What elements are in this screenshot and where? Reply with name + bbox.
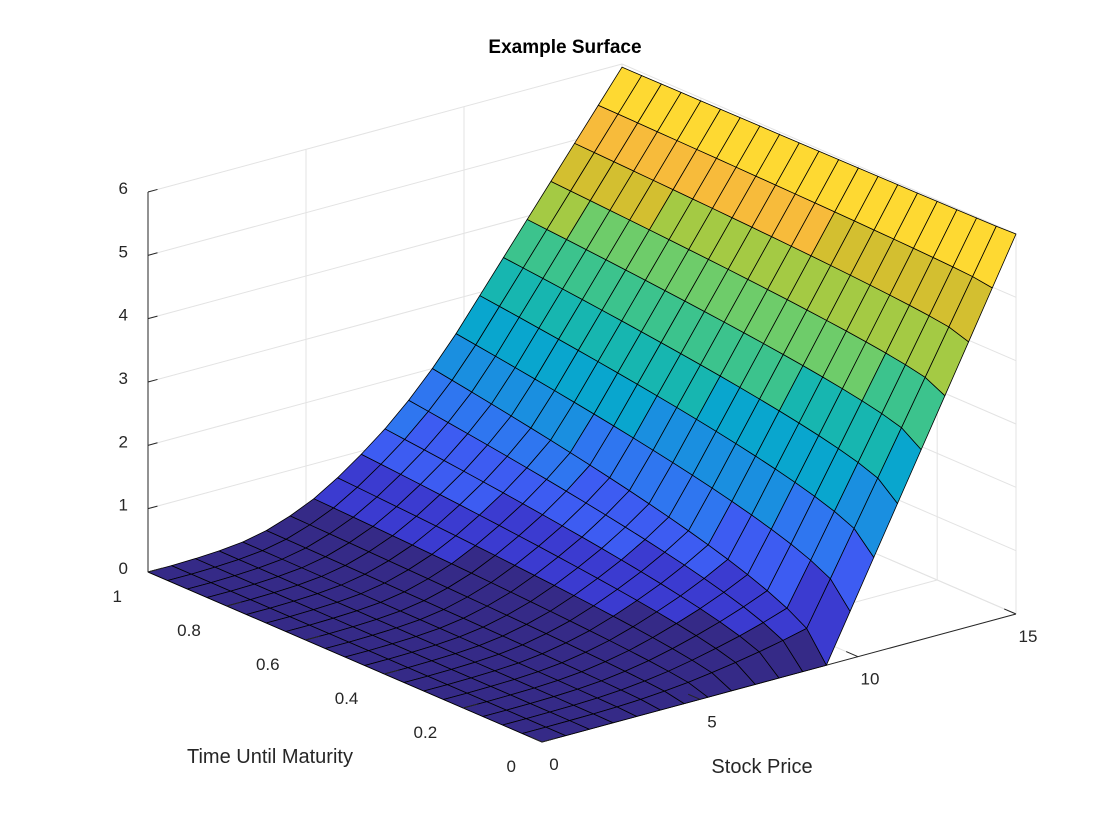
z-tick-label: 4 (119, 306, 128, 325)
z-tick (147, 442, 158, 446)
surface-layer (147, 66, 1017, 743)
z-tick (147, 315, 158, 320)
y-tick-label: 1 (113, 587, 122, 606)
y-axis-label: Time Until Maturity (187, 746, 353, 768)
z-tick-label: 5 (119, 242, 128, 261)
y-tick-label: 0.2 (414, 723, 438, 742)
x-tick-label: 10 (861, 670, 880, 689)
z-tick-label: 2 (119, 432, 128, 451)
y-tick-label: 0.6 (256, 655, 280, 674)
z-tick-label: 0 (119, 559, 128, 578)
z-tick (147, 252, 158, 256)
y-tick (463, 703, 478, 709)
y-tick-label: 0.8 (177, 621, 201, 640)
chart-title: Example Surface (488, 37, 641, 58)
z-tick (147, 505, 158, 510)
z-tick-label: 1 (119, 496, 128, 515)
grid-line (147, 126, 623, 256)
z-tick (147, 188, 158, 193)
z-tick (147, 378, 158, 383)
y-tick (384, 669, 399, 675)
z-tick-label: 6 (119, 179, 128, 198)
x-tick-label: 15 (1019, 627, 1038, 646)
x-tick (845, 651, 859, 658)
y-tick-label: 0.4 (335, 689, 359, 708)
surface-cell (972, 225, 1017, 289)
x-tick-label: 0 (549, 755, 558, 774)
x-tick (687, 693, 701, 700)
z-tick (147, 568, 158, 573)
z-tick-label: 3 (119, 369, 128, 388)
x-tick-label: 5 (707, 712, 716, 731)
grid-line (147, 63, 623, 193)
grid-line (621, 63, 1017, 235)
x-tick (529, 736, 543, 743)
x-axis-label: Stock Price (711, 756, 812, 778)
x-tick (1003, 608, 1017, 615)
y-tick (226, 601, 242, 607)
y-tick (305, 635, 320, 641)
y-tick-label: 0 (507, 757, 516, 776)
y-tick (541, 737, 557, 743)
